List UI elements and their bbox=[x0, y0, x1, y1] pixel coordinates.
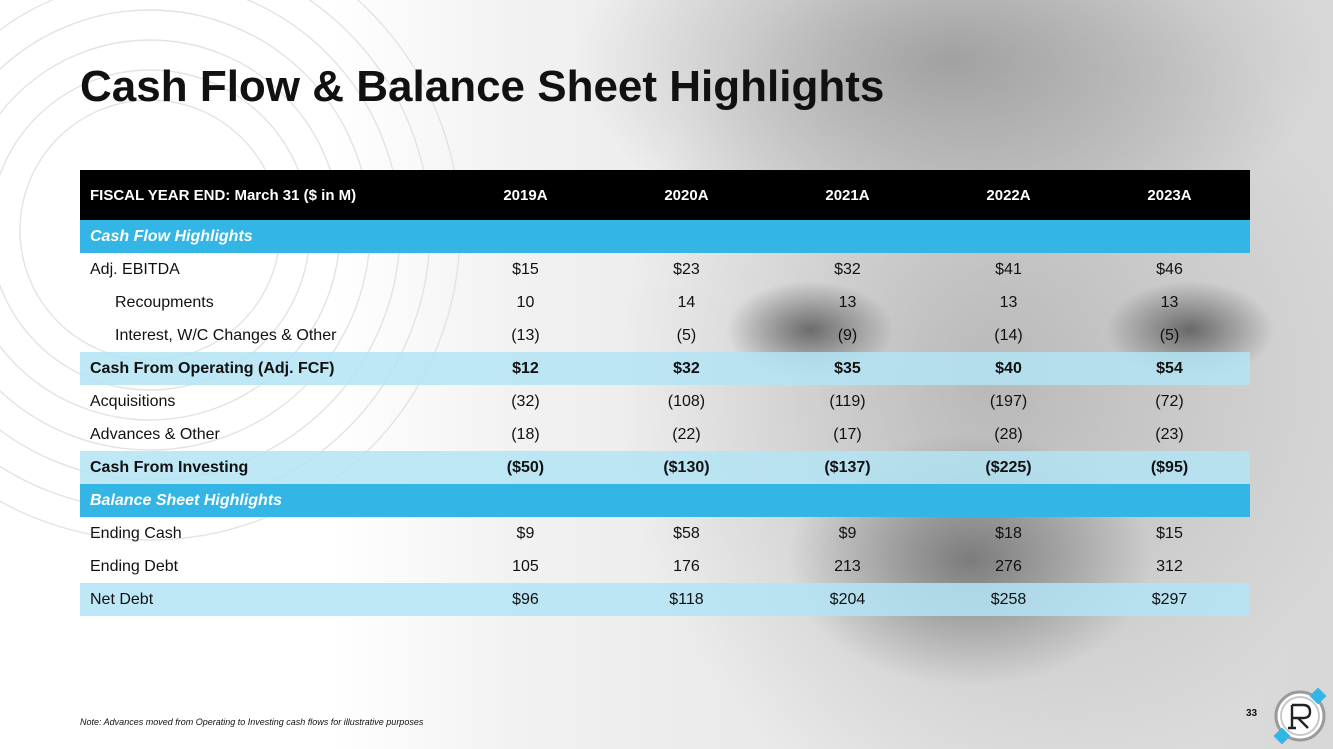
footnote: Note: Advances moved from Operating to I… bbox=[80, 717, 424, 727]
cell-value: (17) bbox=[833, 425, 862, 443]
header-year: 2023A bbox=[1089, 170, 1250, 220]
total-row-operating: Cash From Operating (Adj. FCF) $12 $32 $… bbox=[80, 352, 1250, 385]
r-logo-icon bbox=[1273, 688, 1327, 744]
cell-value: $118 bbox=[605, 583, 767, 616]
cell-value: $204 bbox=[766, 583, 928, 616]
section-row-balance-sheet: Balance Sheet Highlights bbox=[80, 484, 1250, 517]
row-label: Net Debt bbox=[80, 583, 445, 616]
cell-value: (119) bbox=[829, 392, 866, 410]
cell-value: $41 bbox=[995, 260, 1022, 278]
cell-value: (32) bbox=[511, 392, 540, 410]
table-row: Ending Cash $9 $58 $9 $18 $15 bbox=[80, 517, 1250, 550]
cell-value: $15 bbox=[512, 260, 539, 278]
cell-value: $18 bbox=[995, 524, 1022, 542]
cell-value: 13 bbox=[999, 293, 1018, 311]
cell-value: 10 bbox=[516, 293, 535, 311]
cell-value: $58 bbox=[673, 524, 700, 542]
table-row: Adj. EBITDA $15 $23 $32 $41 $46 bbox=[80, 253, 1250, 286]
cell-value: (23) bbox=[1155, 425, 1184, 443]
row-label: Ending Debt bbox=[90, 557, 179, 575]
cell-value: (108) bbox=[667, 392, 706, 410]
cell-value: (22) bbox=[672, 425, 701, 443]
row-label: Interest, W/C Changes & Other bbox=[115, 326, 337, 344]
row-label: Adj. EBITDA bbox=[90, 260, 180, 278]
cell-value: $258 bbox=[927, 583, 1090, 616]
cell-value: 176 bbox=[673, 557, 700, 575]
cell-value: $32 bbox=[834, 260, 861, 278]
section-title: Cash Flow Highlights bbox=[80, 220, 1250, 253]
header-label: FISCAL YEAR END: March 31 ($ in M) bbox=[80, 170, 445, 220]
table-header-row: FISCAL YEAR END: March 31 ($ in M) 2019A… bbox=[80, 170, 1250, 220]
row-label: Ending Cash bbox=[90, 524, 182, 542]
cell-value: $297 bbox=[1089, 583, 1250, 616]
row-label: Advances & Other bbox=[90, 425, 220, 443]
cell-value: (5) bbox=[676, 326, 697, 344]
cell-value: ($95) bbox=[1089, 451, 1250, 484]
row-label: Cash From Investing bbox=[80, 451, 445, 484]
row-label: Recoupments bbox=[115, 293, 214, 311]
cell-value: (197) bbox=[989, 392, 1028, 410]
cell-value: 13 bbox=[838, 293, 857, 311]
cell-value: $15 bbox=[1156, 524, 1183, 542]
cell-value: 213 bbox=[834, 557, 861, 575]
cell-value: (13) bbox=[511, 326, 540, 344]
cell-value: (28) bbox=[994, 425, 1023, 443]
page-title: Cash Flow & Balance Sheet Highlights bbox=[80, 62, 885, 111]
cell-value: (18) bbox=[511, 425, 540, 443]
page-number: 33 bbox=[1246, 708, 1258, 719]
section-title: Balance Sheet Highlights bbox=[80, 484, 1250, 517]
row-label: Cash From Operating (Adj. FCF) bbox=[80, 352, 445, 385]
cell-value: (9) bbox=[837, 326, 858, 344]
cell-value: $32 bbox=[605, 352, 767, 385]
cell-value: $54 bbox=[1089, 352, 1250, 385]
cell-value: (14) bbox=[994, 326, 1023, 344]
cell-value: ($225) bbox=[927, 451, 1090, 484]
table-row: Recoupments 10 14 13 13 13 bbox=[80, 286, 1250, 319]
section-row-cash-flow: Cash Flow Highlights bbox=[80, 220, 1250, 253]
table-row: Acquisitions (32) (108) (119) (197) (72) bbox=[80, 385, 1250, 418]
financial-table: FISCAL YEAR END: March 31 ($ in M) 2019A… bbox=[80, 170, 1250, 616]
cell-value: 276 bbox=[995, 557, 1022, 575]
cell-value: $96 bbox=[444, 583, 606, 616]
cell-value: $35 bbox=[766, 352, 928, 385]
cell-value: $9 bbox=[516, 524, 535, 542]
header-year: 2019A bbox=[444, 170, 606, 220]
cell-value: $40 bbox=[927, 352, 1090, 385]
cell-value: (72) bbox=[1155, 392, 1184, 410]
net-debt-row: Net Debt $96 $118 $204 $258 $297 bbox=[80, 583, 1250, 616]
cell-value: ($50) bbox=[444, 451, 606, 484]
row-label: Acquisitions bbox=[90, 392, 176, 410]
cell-value: 14 bbox=[677, 293, 696, 311]
header-year: 2021A bbox=[766, 170, 928, 220]
table-row: Ending Debt 105 176 213 276 312 bbox=[80, 550, 1250, 583]
cell-value: $46 bbox=[1156, 260, 1183, 278]
total-row-investing: Cash From Investing ($50) ($130) ($137) … bbox=[80, 451, 1250, 484]
cell-value: 312 bbox=[1156, 557, 1183, 575]
table-row: Interest, W/C Changes & Other (13) (5) (… bbox=[80, 319, 1250, 352]
header-year: 2020A bbox=[605, 170, 767, 220]
table-row: Advances & Other (18) (22) (17) (28) (23… bbox=[80, 418, 1250, 451]
cell-value: ($130) bbox=[605, 451, 767, 484]
cell-value: ($137) bbox=[766, 451, 928, 484]
header-year: 2022A bbox=[927, 170, 1090, 220]
cell-value: 13 bbox=[1160, 293, 1179, 311]
cell-value: (5) bbox=[1159, 326, 1180, 344]
cell-value: 105 bbox=[512, 557, 539, 575]
cell-value: $12 bbox=[444, 352, 606, 385]
cell-value: $23 bbox=[673, 260, 700, 278]
cell-value: $9 bbox=[838, 524, 857, 542]
